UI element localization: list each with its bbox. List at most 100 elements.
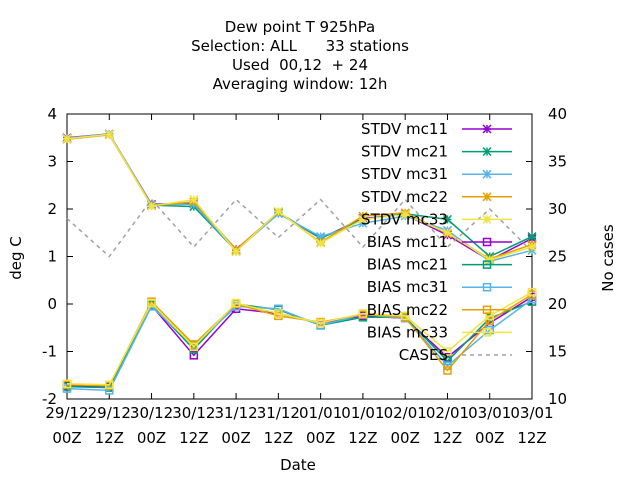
series-line	[66, 293, 533, 387]
y-tick-label: 3	[47, 153, 57, 171]
y-axis-label: deg C	[7, 236, 25, 280]
x-tick-label-date: 01/01	[341, 404, 384, 422]
x-tick-label-time: 12Z	[179, 429, 208, 447]
series-stdv-mc21	[62, 129, 537, 262]
data-point	[316, 318, 325, 328]
y2-tick-label: 10	[548, 390, 567, 408]
y2-tick-label: 25	[548, 248, 567, 266]
data-point	[527, 287, 537, 297]
legend-label: STDV mc33	[361, 210, 448, 228]
data-point	[62, 134, 72, 144]
y2-tick-label: 40	[548, 105, 567, 123]
series-line	[66, 198, 533, 258]
data-point	[189, 342, 199, 351]
legend-marker	[482, 237, 492, 247]
legend: STDV mc11 STDV mc21 STDV mc31 STDV mc22 STDV…	[361, 120, 512, 364]
data-point	[62, 379, 72, 389]
x-tick-label-time: 00Z	[306, 429, 335, 447]
x-tick-label-date: 02/01	[384, 404, 427, 422]
legend-label: CASES	[399, 346, 448, 364]
legend-label: BIAS mc31	[367, 278, 448, 296]
x-tick-label-date: 29/12	[45, 404, 88, 422]
data-point	[442, 228, 452, 238]
x-tick-label-date: 31/12	[257, 404, 300, 422]
data-point	[147, 298, 156, 308]
legend-marker	[482, 147, 492, 157]
title-line-2: Selection: ALL 33 stations	[191, 37, 409, 55]
legend-entry: STDV mc31	[361, 165, 512, 183]
x-tick-label-time: 00Z	[137, 429, 166, 447]
y-tick-label: -1	[42, 343, 57, 361]
x-tick-label-date: 29/12	[88, 404, 131, 422]
y2-tick-label: 35	[548, 153, 567, 171]
data-point	[273, 206, 283, 216]
legend-entry: STDV mc21	[361, 143, 512, 161]
data-point	[316, 238, 326, 248]
legend-label: STDV mc22	[361, 188, 448, 206]
title-line-1: Dew point T 925hPa	[225, 18, 375, 36]
data-point	[442, 214, 452, 224]
y2-tick-label: 20	[548, 295, 567, 313]
x-tick-label-time: 12Z	[433, 429, 462, 447]
legend-marker	[482, 124, 492, 134]
legend-marker	[482, 192, 492, 202]
series-bias-mc33	[62, 287, 537, 389]
series-bias-mc21	[62, 297, 537, 392]
x-axis-label: Date	[280, 456, 316, 474]
x-tick-label-date: 30/12	[130, 404, 173, 422]
data-point	[189, 194, 199, 205]
legend-marker	[482, 169, 492, 179]
y-tick-label: -2	[42, 390, 57, 408]
legend-marker	[482, 260, 492, 269]
legend-label: BIAS mc21	[367, 256, 448, 274]
series-line	[66, 133, 533, 258]
y-tick-label: 0	[47, 295, 57, 313]
series-line	[66, 291, 533, 386]
x-tick-label-time: 12Z	[348, 429, 377, 447]
data-point	[443, 347, 452, 356]
legend-label: STDV mc11	[361, 120, 448, 138]
plot-frame	[66, 113, 533, 400]
x-tick-label-time: 00Z	[221, 429, 250, 447]
x-tick-label-date: 01/01	[299, 404, 342, 422]
legend-label: STDV mc21	[361, 143, 448, 161]
data-point	[400, 311, 410, 321]
legend-marker	[482, 328, 492, 337]
data-point	[105, 380, 114, 389]
legend-marker	[482, 282, 492, 292]
plot-area: -2 -1 0 1 2 3 4 10 15 20 25 30 35 40 29/12 00Z 29/12 12Z 3…	[42, 105, 567, 447]
x-tick-label-time: 12Z	[517, 429, 546, 447]
legend-label: BIAS mc33	[367, 323, 448, 341]
data-point	[274, 309, 283, 318]
title-line-4: Averaging window: 12h	[213, 75, 388, 93]
data-point	[358, 309, 368, 318]
x-tick-label-time: 12Z	[264, 429, 293, 447]
legend-entry: CASES	[399, 346, 512, 364]
data-point	[231, 247, 241, 257]
data-point	[104, 129, 114, 139]
data-point	[485, 255, 495, 265]
legend-marker	[482, 305, 492, 315]
legend-entry: BIAS mc21	[367, 256, 512, 274]
x-tick-label-date: 03/01	[468, 404, 511, 422]
data-point	[105, 386, 114, 395]
data-point	[358, 214, 368, 224]
y-tick-label: 1	[47, 248, 57, 266]
legend-label: STDV mc31	[361, 165, 448, 183]
data-point	[400, 210, 410, 220]
data-point	[443, 366, 452, 375]
legend-entry: BIAS mc31	[367, 278, 512, 296]
data-point	[527, 232, 537, 242]
data-point	[485, 316, 494, 325]
legend-entry: BIAS mc11	[367, 233, 512, 251]
y-tick-label: 2	[47, 200, 57, 218]
legend-entry: STDV mc11	[361, 120, 512, 138]
data-point	[231, 298, 241, 308]
y2-tick-label: 30	[548, 200, 567, 218]
x-tick-label-date: 03/01	[510, 404, 553, 422]
legend-label: BIAS mc11	[367, 233, 448, 251]
series-line	[66, 298, 533, 392]
legend-marker	[482, 214, 492, 224]
series-line	[66, 133, 533, 261]
